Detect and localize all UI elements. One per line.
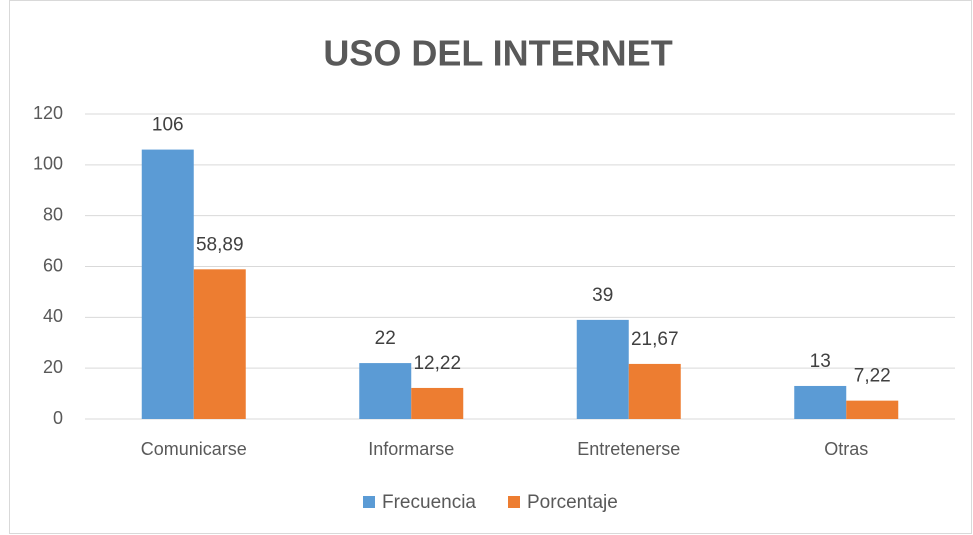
x-tick-label: Otras: [824, 439, 868, 459]
data-label: 21,67: [631, 329, 679, 350]
bar: [628, 363, 681, 419]
legend-swatch: [363, 496, 375, 508]
y-tick-label: 60: [43, 255, 63, 275]
bar: [576, 319, 629, 419]
x-tick-label: Informarse: [368, 439, 454, 459]
x-tick-label: Entretenerse: [577, 439, 680, 459]
x-tick-label: Comunicarse: [141, 439, 247, 459]
legend-label: Frecuencia: [382, 492, 476, 513]
legend-swatch: [508, 496, 520, 508]
y-tick-label: 80: [43, 204, 63, 224]
y-tick-label: 0: [53, 408, 63, 428]
data-label: 7,22: [854, 366, 891, 387]
bar: [193, 269, 246, 419]
data-label: 12,22: [413, 353, 461, 374]
bar: [359, 363, 412, 419]
chart-title: USO DEL INTERNET: [323, 33, 672, 74]
bar: [794, 385, 847, 419]
y-tick-label: 20: [43, 357, 63, 377]
bar: [141, 149, 194, 420]
bar: [411, 387, 464, 419]
data-label: 13: [810, 351, 831, 372]
legend-label: Porcentaje: [527, 492, 618, 513]
data-label: 39: [592, 285, 613, 306]
y-tick-label: 100: [33, 154, 63, 174]
bar: [846, 400, 899, 419]
data-label: 58,89: [196, 234, 244, 255]
y-tick-label: 120: [33, 103, 63, 123]
data-label: 22: [375, 328, 396, 349]
y-tick-label: 40: [43, 306, 63, 326]
data-label: 106: [152, 115, 184, 136]
